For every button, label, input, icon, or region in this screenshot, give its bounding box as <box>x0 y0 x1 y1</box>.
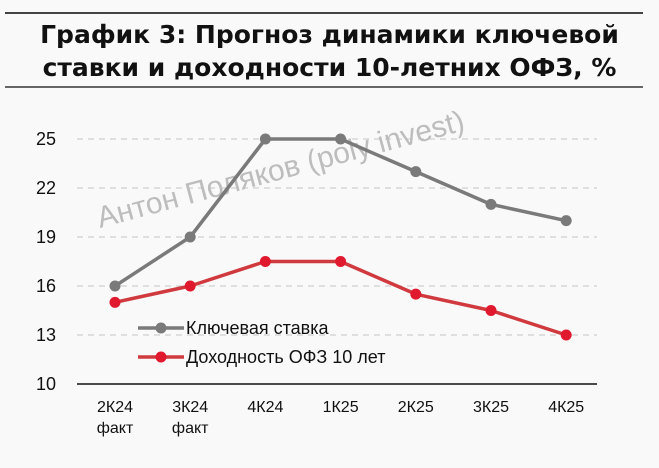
chart-title: График 3: Прогноз динамики ключевой став… <box>0 18 659 84</box>
x-tick-label: факт <box>172 420 209 437</box>
title-top-rule <box>5 12 643 14</box>
legend: Ключевая ставка Доходность ОФЗ 10 лет <box>138 318 385 367</box>
data-point <box>335 133 347 145</box>
series-line-1 <box>114 259 567 337</box>
y-tick-label: 10 <box>36 374 56 394</box>
data-point <box>184 280 196 292</box>
y-tick-label: 22 <box>36 178 56 198</box>
legend-label-1: Доходность ОФЗ 10 лет <box>186 347 385 367</box>
data-point <box>184 231 196 243</box>
x-tick-label: 2К25 <box>398 399 434 416</box>
chart-title-line-1: График 3: Прогноз динамики ключевой <box>40 20 619 49</box>
x-tick-label: 4К24 <box>247 399 283 416</box>
data-point <box>109 280 121 292</box>
data-point <box>259 256 271 267</box>
data-point <box>560 329 572 341</box>
y-tick-label: 13 <box>36 325 56 345</box>
data-point <box>410 288 422 300</box>
y-axis: 10 13 16 19 22 25 <box>36 129 56 394</box>
legend-marker-1 <box>155 351 167 363</box>
data-point <box>259 133 271 145</box>
gridlines <box>77 138 597 336</box>
data-point <box>335 256 347 267</box>
x-tick-label: 1К25 <box>323 399 359 416</box>
title-bottom-rule <box>5 86 643 88</box>
y-tick-label: 25 <box>36 129 56 149</box>
x-tick-label: 3К25 <box>473 399 509 416</box>
y-tick-label: 16 <box>36 276 56 296</box>
data-point <box>109 296 121 308</box>
data-point <box>485 198 497 210</box>
x-tick-label: 4К25 <box>548 399 584 416</box>
chart-title-line-2: ставки и доходности 10-летних ОФЗ, % <box>42 53 617 82</box>
x-tick-label: 2К24 <box>97 399 133 416</box>
legend-marker-0 <box>155 322 167 334</box>
legend-label-0: Ключевая ставка <box>186 318 329 338</box>
x-tick-label: факт <box>97 420 134 437</box>
data-point <box>410 166 422 178</box>
data-point <box>560 215 572 227</box>
x-axis: 2К24 факт 3К24 факт 4К24 1К25 2К25 3К25 4К25 <box>77 383 597 437</box>
series-layer <box>109 133 572 341</box>
data-point <box>485 305 497 316</box>
y-tick-label: 19 <box>36 227 56 247</box>
x-tick-label: 3К24 <box>172 399 208 416</box>
